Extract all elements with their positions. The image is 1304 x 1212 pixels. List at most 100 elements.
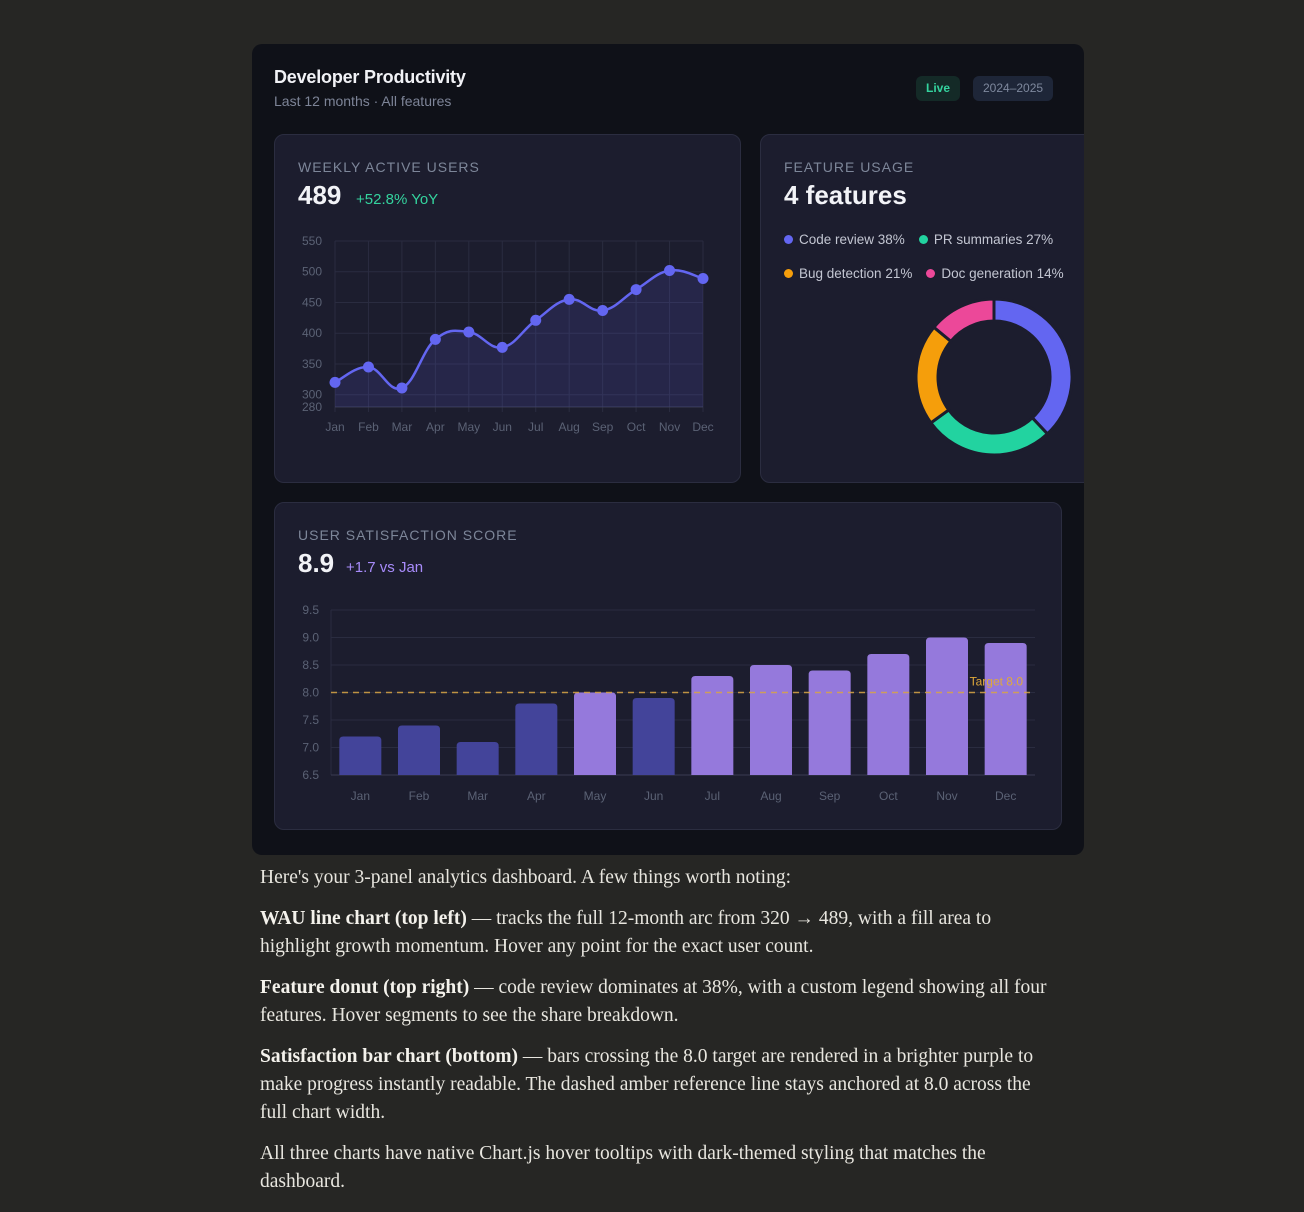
feature-value: 4 features [784, 180, 907, 210]
data-point [429, 333, 441, 345]
svg-text:280: 280 [302, 400, 322, 414]
data-point [630, 284, 642, 296]
svg-text:Sep: Sep [819, 789, 841, 803]
legend-item-code-review[interactable]: Code review 38% [784, 232, 905, 247]
data-point [664, 265, 676, 277]
legend-dot-icon [784, 269, 793, 278]
legend-dot-icon [918, 235, 928, 244]
data-point [463, 326, 475, 338]
svg-text:Nov: Nov [936, 789, 957, 803]
svg-text:Nov: Nov [659, 420, 680, 434]
svg-text:500: 500 [302, 265, 322, 279]
svg-text:300: 300 [302, 388, 322, 402]
svg-text:Feb: Feb [409, 789, 430, 803]
svg-text:350: 350 [302, 357, 322, 371]
satisfaction-panel: USER SATISFACTION SCORE 8.9 +1.7 vs Jan … [274, 502, 1062, 830]
bar-note: Satisfaction bar chart (bottom) — bars c… [260, 1046, 1034, 1123]
svg-text:Oct: Oct [879, 789, 898, 803]
dashboard-title: Developer Productivity [274, 67, 466, 87]
dashboard-subtitle: Last 12 months · All features [274, 93, 452, 109]
bar [984, 643, 1027, 775]
data-point [563, 293, 575, 305]
feature-label: FEATURE USAGE [784, 159, 915, 175]
svg-text:Apr: Apr [426, 420, 445, 434]
legend-item-pr-summaries[interactable]: PR summaries 27% [918, 232, 1053, 247]
legend-dot-icon [926, 269, 936, 278]
feature-donut-chart[interactable] [761, 135, 1084, 484]
bar [867, 654, 910, 775]
svg-text:Jul: Jul [528, 420, 543, 434]
bar [632, 698, 675, 775]
svg-text:Mar: Mar [467, 789, 488, 803]
wau-note: WAU line chart (top left) — tracks the f… [260, 908, 992, 957]
bar [456, 742, 499, 775]
donut-segment [992, 297, 1074, 436]
svg-text:Apr: Apr [527, 789, 546, 803]
bar [926, 637, 968, 775]
svg-text:Aug: Aug [559, 420, 580, 434]
svg-text:Jun: Jun [644, 789, 663, 803]
bar [808, 670, 851, 775]
assistant-message: Here's your 3-panel analytics dashboard.… [260, 864, 1060, 1209]
wau-panel: WEEKLY ACTIVE USERS 489 +52.8% YoY 280 30… [274, 134, 741, 483]
svg-text:450: 450 [302, 295, 322, 309]
wau-value: 489 [298, 180, 342, 210]
svg-text:May: May [584, 789, 607, 803]
feature-usage-panel: FEATURE USAGE 4 features Code review 38%… [760, 134, 1084, 483]
svg-text:Jan: Jan [325, 420, 344, 434]
donut-segment [928, 407, 1050, 457]
bar [339, 736, 382, 775]
svg-text:550: 550 [302, 234, 322, 248]
svg-text:6.5: 6.5 [302, 768, 319, 782]
period-badge: 2024–2025 [973, 76, 1054, 101]
svg-text:Jun: Jun [493, 420, 512, 434]
svg-text:Mar: Mar [392, 420, 413, 434]
svg-text:8.0: 8.0 [302, 686, 319, 700]
bar [574, 692, 616, 775]
svg-text:May: May [457, 420, 480, 434]
svg-text:9.5: 9.5 [302, 603, 319, 617]
satisfaction-value: 8.9 [298, 548, 335, 578]
intro-paragraph: Here's your 3-panel analytics dashboard.… [260, 867, 791, 888]
live-badge: Live [916, 76, 961, 101]
svg-text:Dec: Dec [692, 420, 713, 434]
legend-item-bug-detection[interactable]: Bug detection 21% [784, 266, 912, 281]
data-point [496, 341, 508, 353]
satisfaction-delta: +1.7 vs Jan [346, 559, 424, 576]
bar [398, 725, 440, 775]
satisfaction-label: USER SATISFACTION SCORE [298, 527, 518, 543]
svg-text:Target 8.0: Target 8.0 [970, 675, 1024, 689]
data-point [362, 361, 374, 373]
data-point [697, 273, 709, 285]
wau-delta: +52.8% YoY [356, 191, 439, 208]
donut-segment [931, 297, 996, 344]
svg-text:Jul: Jul [705, 789, 720, 803]
svg-text:7.5: 7.5 [302, 713, 319, 727]
wau-label: WEEKLY ACTIVE USERS [298, 159, 480, 175]
svg-text:8.5: 8.5 [302, 658, 319, 672]
legend-item-doc-generation[interactable]: Doc generation 14% [926, 266, 1064, 281]
svg-text:400: 400 [302, 326, 322, 340]
data-point [396, 382, 408, 394]
svg-text:Sep: Sep [592, 420, 614, 434]
legend-dot-icon [784, 235, 793, 244]
svg-text:Dec: Dec [995, 789, 1016, 803]
bar [691, 676, 734, 775]
dashboard-card: Developer Productivity Last 12 months · … [252, 44, 1084, 855]
data-point [597, 304, 609, 316]
bar [515, 703, 558, 775]
donut-legend-row-1: Code review 38% PR summaries 27% [784, 232, 1067, 247]
svg-text:Oct: Oct [627, 420, 646, 434]
svg-text:Jan: Jan [351, 789, 370, 803]
data-point [329, 376, 341, 388]
outro-paragraph: All three charts have native Chart.js ho… [260, 1143, 986, 1192]
donut-note: Feature donut (top right) — code review … [260, 977, 1047, 1026]
svg-text:Feb: Feb [358, 420, 379, 434]
svg-text:9.0: 9.0 [302, 631, 319, 645]
svg-text:Aug: Aug [760, 789, 781, 803]
donut-segment [914, 325, 953, 425]
data-point [530, 314, 542, 326]
satisfaction-bar-chart[interactable]: 6.5 7.0 7.5 8.0 8.5 9.0 9.5 Jan Feb Mar Apr May Jun J… [275, 503, 1063, 831]
svg-text:7.0: 7.0 [302, 741, 319, 755]
